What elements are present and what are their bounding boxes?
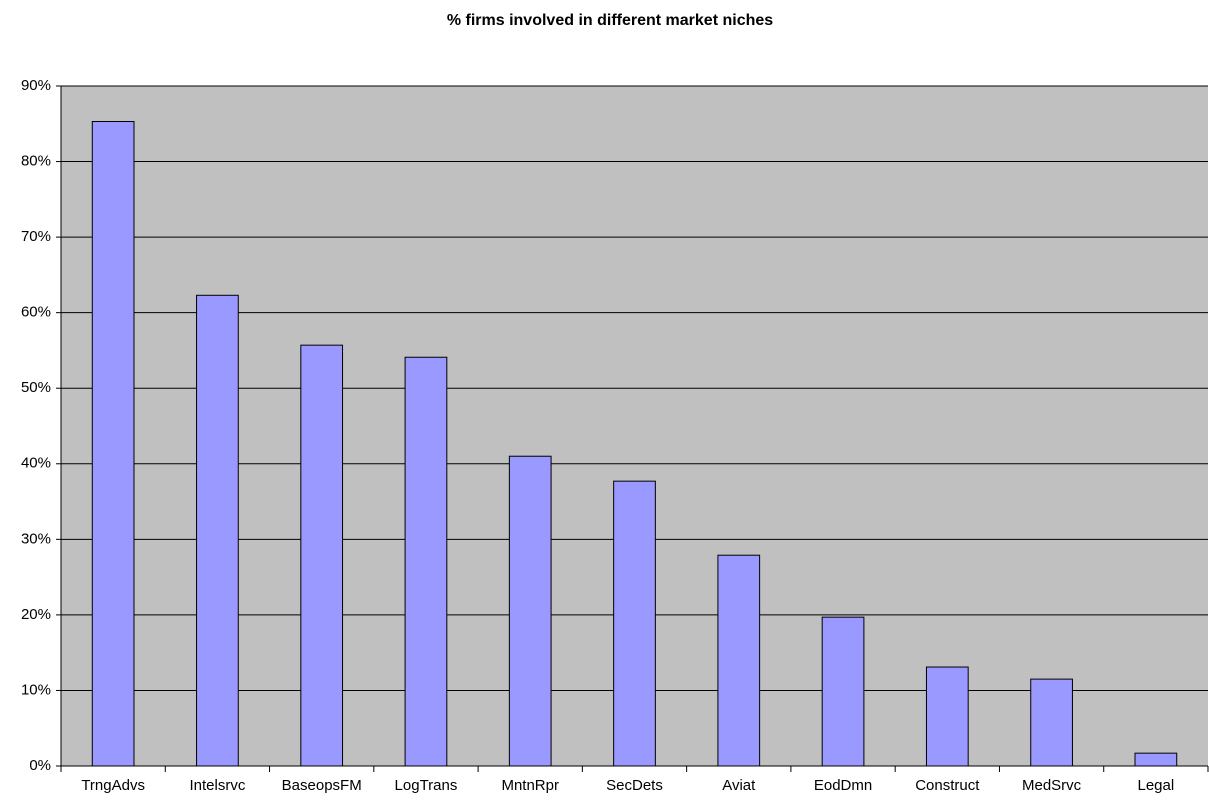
y-tick-label: 60% (21, 304, 51, 321)
bar (1134, 752, 1178, 767)
y-tick-label: 0% (29, 757, 51, 774)
y-tick-label: 80% (21, 153, 51, 170)
bar (613, 480, 656, 767)
x-tick-label: Aviat (722, 777, 756, 794)
x-tick-label: Legal (1138, 777, 1175, 794)
y-tick-label: 10% (21, 681, 51, 698)
x-tick-label: SecDets (606, 777, 663, 794)
bar (821, 616, 865, 767)
x-tick-label: Intelsrvc (189, 777, 245, 794)
y-tick-label: 70% (21, 228, 51, 245)
x-tick-label: MedSrvc (1022, 777, 1082, 794)
chart-title: % firms involved in different market nic… (447, 12, 773, 29)
x-tick-label: EodDmn (814, 777, 872, 794)
x-tick-label: TrngAdvs (81, 777, 145, 794)
bar (925, 666, 969, 767)
y-tick-label: 50% (21, 379, 51, 396)
x-tick-label: LogTrans (395, 777, 458, 794)
bar (1030, 678, 1073, 767)
x-tick-label: Construct (915, 777, 980, 794)
bar (404, 356, 448, 767)
bar (300, 344, 344, 767)
y-tick-label: 40% (21, 455, 51, 472)
bar (196, 294, 239, 767)
x-tick-label: MntnRpr (501, 777, 559, 794)
bar (508, 455, 552, 767)
y-tick-label: 90% (21, 77, 51, 94)
y-tick-label: 20% (21, 606, 51, 623)
bar (717, 554, 761, 767)
bar (91, 121, 135, 767)
x-tick-label: BaseopsFM (282, 777, 362, 794)
y-tick-label: 30% (21, 530, 51, 547)
